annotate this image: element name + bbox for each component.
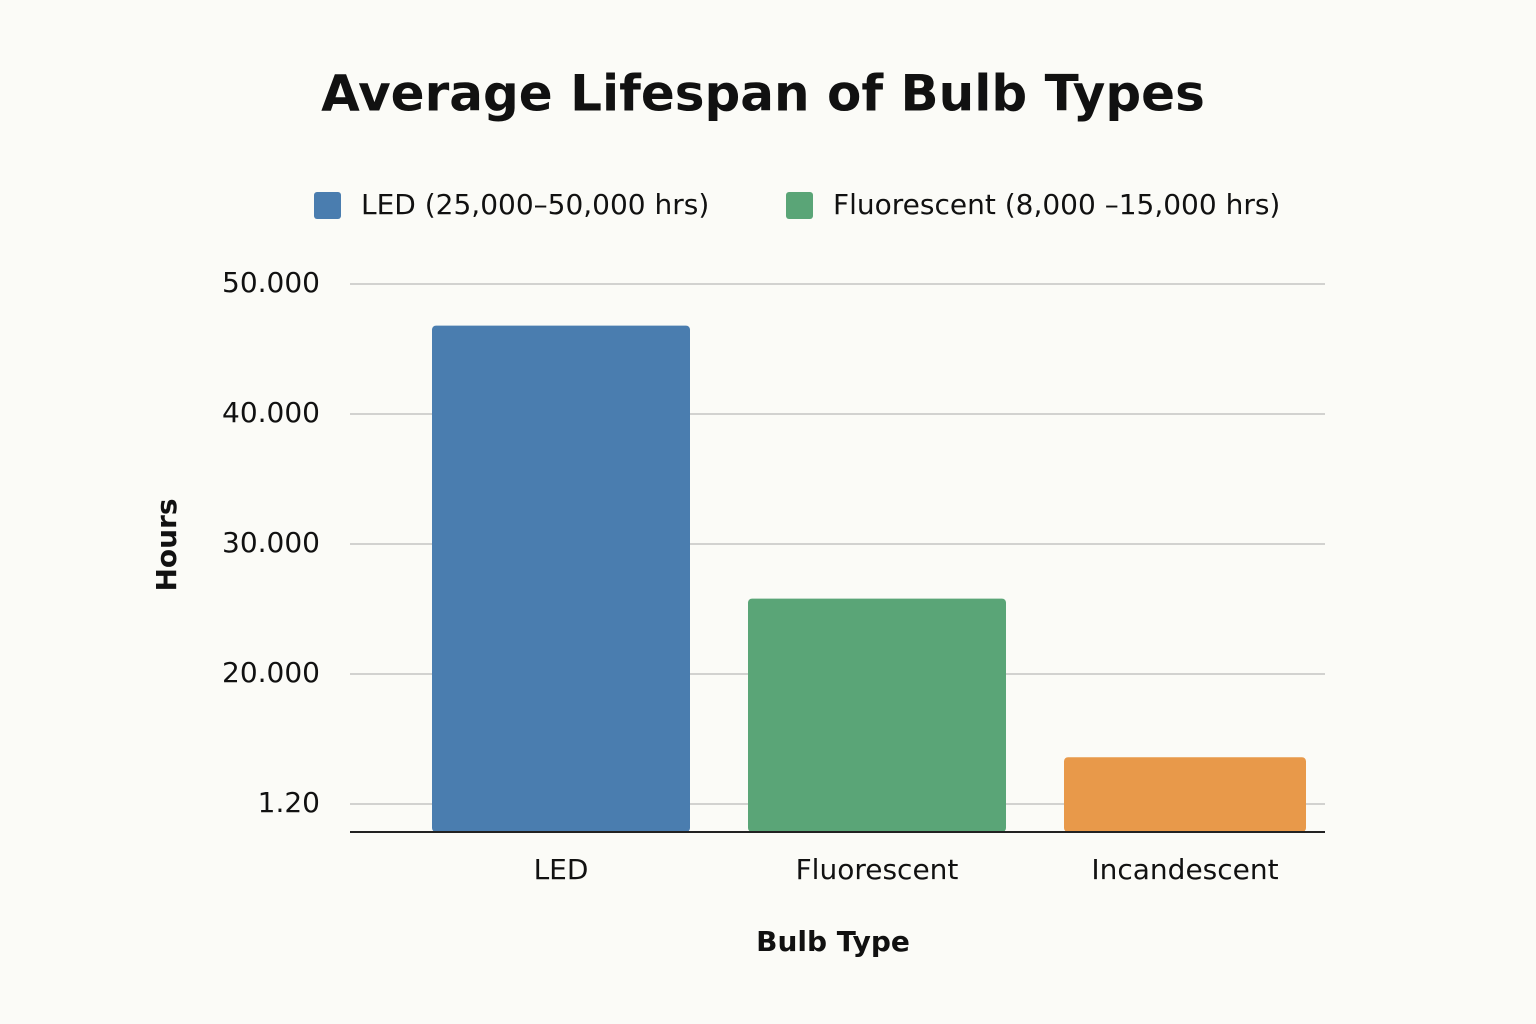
- legend-label: Fluorescent (8,000 –15,000 hrs): [833, 188, 1280, 221]
- y-tick-label: 1.20: [258, 786, 320, 819]
- y-axis-title: Hours: [150, 498, 183, 591]
- x-tick-label: Incandescent: [1091, 853, 1278, 886]
- legend-label: LED (25,000–50,000 hrs): [361, 188, 709, 221]
- legend-swatch: [314, 192, 341, 219]
- y-tick-label: 50.000: [222, 266, 320, 299]
- y-tick-label: 30.000: [222, 526, 320, 559]
- bar: [432, 325, 690, 832]
- bar: [1064, 757, 1306, 832]
- x-tick-label: Fluorescent: [796, 853, 959, 886]
- y-tick-label: 40.000: [222, 396, 320, 429]
- legend-swatch: [786, 192, 813, 219]
- y-tick-label: 20.000: [222, 656, 320, 689]
- x-axis-title: Bulb Type: [756, 925, 910, 958]
- chart-title: Average Lifespan of Bulb Types: [321, 65, 1205, 123]
- bar: [748, 598, 1006, 832]
- x-tick-label: LED: [534, 853, 589, 886]
